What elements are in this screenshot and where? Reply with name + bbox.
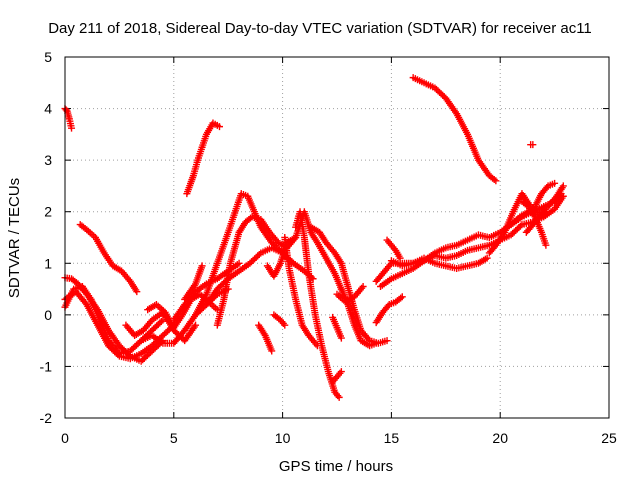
data-marker — [114, 351, 122, 359]
series-arc-29 — [383, 236, 404, 262]
data-marker — [483, 254, 491, 262]
data-marker — [309, 275, 317, 283]
data-marker — [529, 141, 537, 149]
data-marker — [397, 294, 405, 302]
y-tick-label: 5 — [44, 49, 52, 65]
y-tick-label: 2 — [44, 204, 52, 220]
data-marker — [540, 209, 548, 217]
series-arc-10 — [181, 262, 206, 303]
data-marker — [396, 254, 404, 262]
data-marker — [559, 182, 567, 190]
data-marker — [551, 179, 559, 187]
y-tick-label: -1 — [40, 358, 53, 374]
series-arc-25 — [372, 293, 406, 327]
x-tick-label: 15 — [384, 430, 400, 446]
data-points — [61, 74, 567, 401]
x-tick-label: 20 — [492, 430, 508, 446]
data-marker — [372, 339, 380, 347]
y-tick-label: -2 — [40, 410, 53, 426]
data-marker — [313, 342, 321, 350]
data-marker — [542, 208, 550, 216]
data-marker — [62, 106, 70, 114]
chart-title: Day 211 of 2018, Sidereal Day-to-day VTE… — [48, 20, 592, 37]
data-marker — [215, 123, 223, 131]
data-marker — [192, 321, 200, 329]
series-arc-18 — [270, 311, 289, 329]
x-tick-label: 25 — [601, 430, 617, 446]
data-marker — [133, 288, 141, 296]
y-tick-label: 1 — [44, 255, 52, 271]
y-tick-label: 0 — [44, 307, 52, 323]
x-tick-label: 5 — [170, 430, 178, 446]
series-arc-23 — [329, 368, 345, 386]
y-tick-label: 4 — [44, 101, 52, 117]
series-arc-19 — [281, 234, 321, 350]
data-marker — [516, 222, 524, 230]
series-arc-35 — [527, 141, 537, 149]
data-marker — [383, 337, 391, 345]
y-axis-label: SDTVAR / TECUs — [6, 178, 23, 298]
x-tick-label: 0 — [61, 430, 69, 446]
series-arc-30 — [409, 74, 500, 185]
x-tick-label: 10 — [275, 430, 291, 446]
data-marker — [157, 317, 165, 325]
series-arc-02 — [76, 221, 141, 296]
data-marker — [398, 293, 406, 301]
plot-frame — [64, 56, 610, 419]
series-arc-12 — [192, 190, 295, 319]
y-tick-label: 3 — [44, 152, 52, 168]
series-arc-28 — [387, 254, 491, 272]
series-arc-11 — [183, 119, 223, 198]
data-marker — [68, 124, 76, 132]
series-arc-17 — [255, 321, 276, 355]
data-marker — [268, 347, 276, 355]
axis-ticks: 0 5 10 15 20 25 -2 -1 0 1 2 3 4 5 — [40, 49, 617, 446]
x-axis-label: GPS time / hours — [279, 458, 393, 475]
series-arc-20 — [307, 223, 391, 347]
series-arc-24 — [329, 313, 345, 342]
data-marker — [490, 175, 498, 183]
series-arc-34 — [522, 208, 550, 236]
series-arc-22 — [333, 282, 367, 306]
data-marker — [359, 282, 367, 290]
data-marker — [235, 259, 243, 267]
data-marker — [492, 177, 500, 185]
data-marker — [255, 250, 263, 258]
data-marker — [335, 393, 343, 401]
data-marker — [198, 262, 206, 270]
data-marker — [281, 321, 289, 329]
series-arc-01 — [61, 105, 76, 132]
data-marker — [542, 241, 550, 249]
series-arc-16 — [292, 208, 343, 401]
data-marker — [337, 334, 345, 342]
data-marker — [337, 368, 345, 376]
